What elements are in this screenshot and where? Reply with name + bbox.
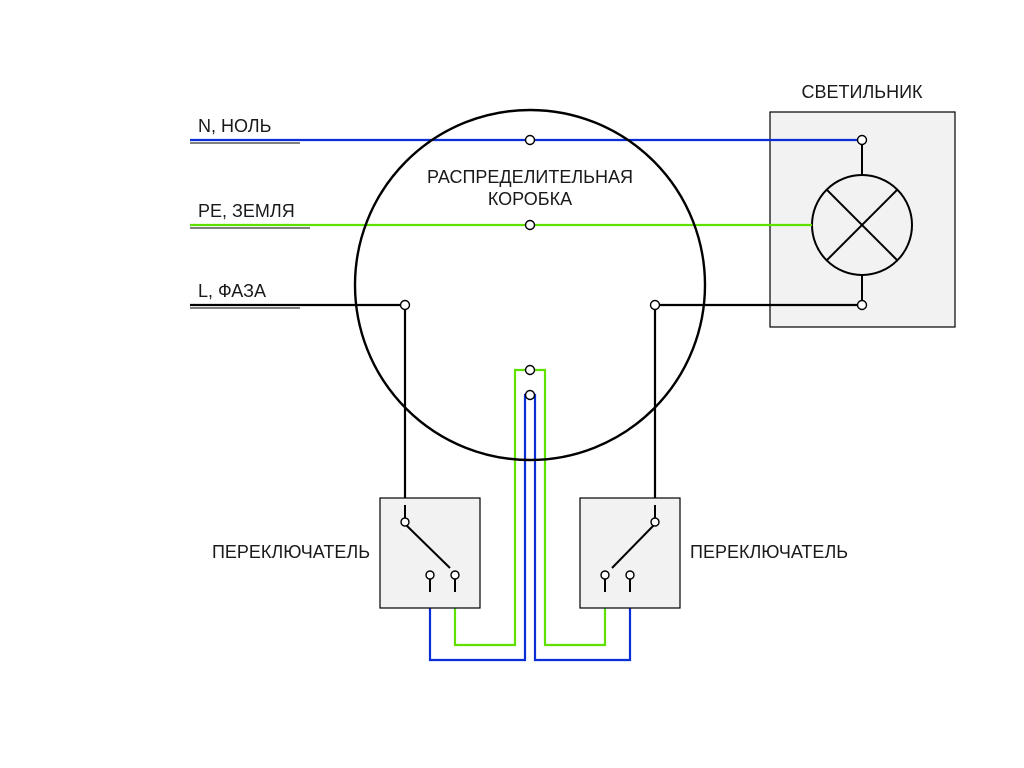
junction-box-circle: [355, 110, 705, 460]
l-label: L, ФАЗА: [198, 281, 266, 301]
pe-label: PE, ЗЕМЛЯ: [198, 201, 295, 221]
junction-box: РАСПРЕДЕЛИТЕЛЬНАЯ КОРОБКА: [355, 110, 705, 460]
sw-l-t1-terminal: [426, 571, 434, 579]
node-trav-green: [526, 366, 535, 375]
node-box-l-in: [401, 301, 410, 310]
sw-r-t2-terminal: [626, 571, 634, 579]
lamp-group: СВЕТИЛЬНИК: [770, 82, 955, 327]
switch-left: ПЕРЕКЛЮЧАТЕЛЬ: [212, 498, 480, 608]
sw-l-common-terminal: [401, 518, 409, 526]
phase-wire-out: [655, 305, 862, 505]
node-box-l-out: [651, 301, 660, 310]
node-lamp-l: [858, 301, 867, 310]
node-box-pe: [526, 221, 535, 230]
box-label-2: КОРОБКА: [488, 189, 572, 209]
switch-right: ПЕРЕКЛЮЧАТЕЛЬ: [580, 498, 848, 608]
lamp-title: СВЕТИЛЬНИК: [802, 82, 924, 102]
node-box-n: [526, 136, 535, 145]
box-label-1: РАСПРЕДЕЛИТЕЛЬНАЯ: [427, 167, 633, 187]
sw-r-t1-terminal: [601, 571, 609, 579]
node-trav-blue: [526, 391, 535, 400]
sw-l-t2-terminal: [451, 571, 459, 579]
switch-right-label: ПЕРЕКЛЮЧАТЕЛЬ: [690, 542, 848, 562]
switch-left-label: ПЕРЕКЛЮЧАТЕЛЬ: [212, 542, 370, 562]
phase-wire-in: L, ФАЗА: [190, 281, 405, 505]
wiring-diagram: СВЕТИЛЬНИК N, НОЛЬ PE, ЗЕМЛЯ L, ФАЗА: [0, 0, 1024, 768]
node-lamp-n: [858, 136, 867, 145]
sw-r-common-terminal: [651, 518, 659, 526]
n-label: N, НОЛЬ: [198, 116, 271, 136]
